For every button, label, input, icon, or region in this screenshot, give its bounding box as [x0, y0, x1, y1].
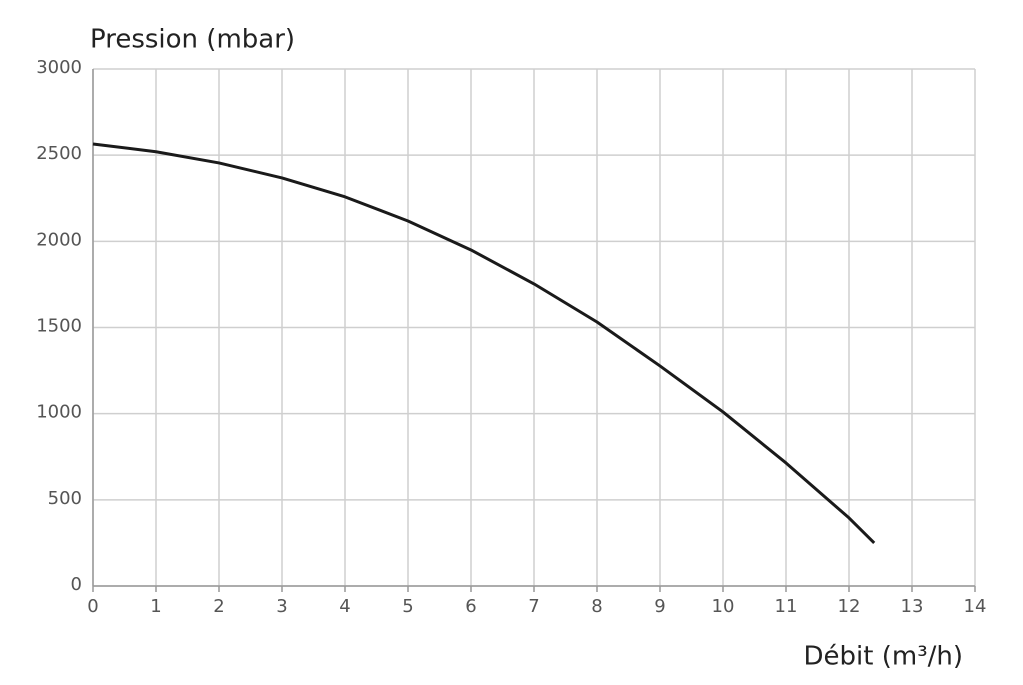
- x-tick-label: 4: [339, 596, 350, 617]
- x-tick-label: 8: [591, 596, 602, 617]
- x-axis-title: Débit (m³/h): [804, 642, 963, 672]
- x-tick-label: 13: [901, 596, 924, 617]
- x-tick-label: 6: [465, 596, 476, 617]
- x-tick-label: 12: [838, 596, 861, 617]
- y-axis-title: Pression (mbar): [90, 25, 295, 55]
- x-tick-label: 3: [276, 596, 287, 617]
- x-tick-label: 10: [712, 596, 735, 617]
- y-tick-label: 2500: [36, 143, 82, 164]
- y-tick-label: 500: [48, 488, 82, 509]
- x-tick-label: 11: [775, 596, 798, 617]
- y-tick-label: 2000: [36, 229, 82, 250]
- x-tick-label: 9: [654, 596, 665, 617]
- x-tick-label: 2: [213, 596, 224, 617]
- x-tick-label: 14: [964, 596, 987, 617]
- y-tick-label: 1000: [36, 402, 82, 423]
- y-tick-label: 0: [71, 574, 82, 595]
- x-tick-label: 7: [528, 596, 539, 617]
- x-tick-label: 5: [402, 596, 413, 617]
- x-tick-label: 1: [150, 596, 161, 617]
- data-line: [92, 142, 876, 544]
- y-tick-label: 1500: [36, 316, 82, 337]
- x-tick-label: 0: [87, 596, 98, 617]
- y-tick-label: 3000: [36, 57, 82, 78]
